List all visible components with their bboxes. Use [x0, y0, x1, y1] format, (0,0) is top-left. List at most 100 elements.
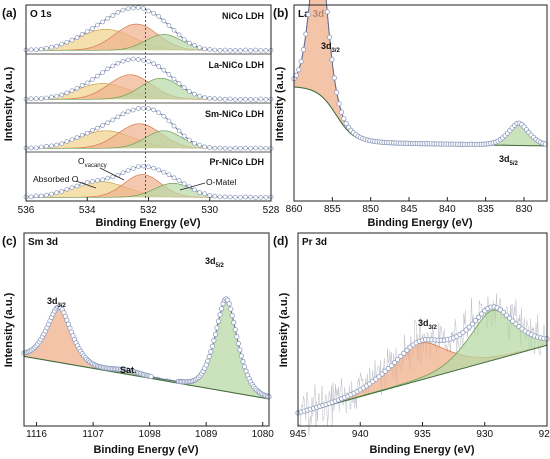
data-point-marker: [84, 180, 90, 185]
data-point-marker: [64, 187, 70, 192]
data-point-marker: [90, 77, 95, 82]
data-point-marker: [238, 48, 243, 53]
panel-d-title: Pr 3d: [302, 237, 327, 248]
data-point-marker: [243, 47, 248, 53]
la-3d32-label: 3d3/2: [321, 41, 341, 54]
data-point-marker: [171, 76, 177, 82]
data-point-marker: [212, 96, 218, 101]
data-point-marker: [151, 165, 156, 171]
ovacancy-label-main: O: [78, 156, 85, 166]
data-point-marker: [100, 70, 105, 75]
data-point-marker: [207, 47, 213, 52]
data-point-marker: [59, 141, 65, 146]
data-point-marker: [218, 306, 225, 312]
data-point-marker: [95, 178, 100, 183]
panel-c-x-title: Binding Energy (eV): [93, 444, 198, 456]
data-point-marker: [263, 96, 269, 102]
data-point-marker: [503, 312, 510, 318]
data-point-marker: [171, 123, 177, 129]
ovacancy-label-sub: vacancy: [85, 163, 107, 169]
data-point-marker: [186, 137, 192, 143]
la-3d52-sub: 5/2: [510, 161, 519, 167]
data-point-marker: [222, 145, 228, 151]
data-point-marker: [231, 319, 237, 326]
panel-b-frame: [293, 4, 548, 202]
data-point-marker: [33, 145, 39, 151]
data-point-marker: [110, 13, 116, 18]
data-point-marker: [69, 37, 75, 43]
data-point-marker: [135, 57, 141, 62]
data-point-marker: [100, 123, 105, 128]
panel-a-annotations: Ovacancy Absorbed O O-Matel: [33, 156, 236, 191]
la-3d32-sub: 3/2: [332, 48, 341, 54]
data-point-marker: [240, 358, 246, 365]
absorbed-o-pointer: [75, 180, 97, 189]
panel-d-plot: [295, 293, 550, 436]
data-point-marker: [161, 169, 167, 175]
data-point-marker: [171, 27, 177, 33]
data-point-marker: [382, 368, 388, 374]
data-point-marker: [334, 89, 340, 96]
pr-3d32-label: 3d3/2: [418, 318, 438, 331]
panel-a-sample-label: Pr-NiCo LDH: [210, 157, 265, 167]
data-point-marker: [38, 193, 44, 199]
data-point-marker: [243, 194, 248, 200]
data-point-marker: [208, 349, 214, 355]
data-point-marker: [466, 324, 472, 330]
data-point-marker: [243, 96, 248, 102]
x-tick-label: 860: [286, 204, 303, 215]
data-point-marker: [298, 58, 304, 65]
data-point-marker: [186, 89, 192, 94]
data-point-marker: [105, 66, 111, 72]
data-point-marker: [212, 145, 218, 151]
panel-c-letter: (c): [2, 234, 17, 248]
data-point-marker: [324, 9, 330, 15]
la-3d52-main: 3d: [499, 154, 510, 164]
data-point-marker: [238, 194, 243, 200]
data-point-marker: [510, 318, 516, 324]
panel-a-sample-label: NiCo LDH: [222, 11, 264, 21]
data-point-marker: [181, 37, 187, 42]
data-point-marker: [186, 40, 192, 46]
component-peak-fill: [294, 86, 547, 146]
data-point-marker: [54, 190, 59, 196]
data-point-marker: [192, 42, 197, 48]
data-point-marker: [475, 314, 482, 320]
x-tick-label: 845: [401, 204, 418, 215]
data-point-marker: [248, 146, 253, 151]
data-point-marker: [401, 350, 407, 356]
panel-a-sample-label: Sm-NiCo LDH: [205, 109, 264, 119]
data-point-marker: [176, 81, 182, 86]
data-point-marker: [28, 47, 34, 53]
absorbed-o-label: Absorbed O: [33, 174, 79, 184]
data-point-marker: [232, 145, 238, 151]
data-point-marker: [84, 130, 90, 136]
data-point-marker: [202, 95, 207, 100]
data-point-marker: [226, 301, 232, 307]
data-point-marker: [227, 194, 233, 200]
panel-a-plot: [23, 5, 274, 200]
data-point-marker: [90, 26, 95, 32]
data-point-marker: [232, 194, 238, 200]
data-point-marker: [263, 145, 269, 151]
data-point-marker: [59, 189, 65, 194]
o-matel-label: O-Matel: [206, 177, 236, 187]
data-point-marker: [141, 57, 146, 63]
data-point-marker: [235, 340, 241, 347]
data-point-marker: [120, 111, 126, 117]
data-point-marker: [115, 10, 121, 15]
component-peak-fill: [26, 130, 271, 149]
data-point-marker: [258, 47, 264, 53]
data-point-marker: [228, 306, 234, 312]
data-point-marker: [135, 5, 141, 10]
data-point-marker: [197, 93, 202, 99]
data-point-marker: [253, 145, 259, 151]
data-point-marker: [217, 96, 223, 102]
data-point-marker: [258, 145, 264, 151]
data-point-marker: [258, 96, 264, 102]
data-point-marker: [253, 97, 259, 102]
data-point-marker: [110, 117, 116, 123]
component-peak-fill: [26, 24, 271, 51]
data-point-marker: [258, 195, 264, 200]
data-point-marker: [64, 90, 70, 96]
